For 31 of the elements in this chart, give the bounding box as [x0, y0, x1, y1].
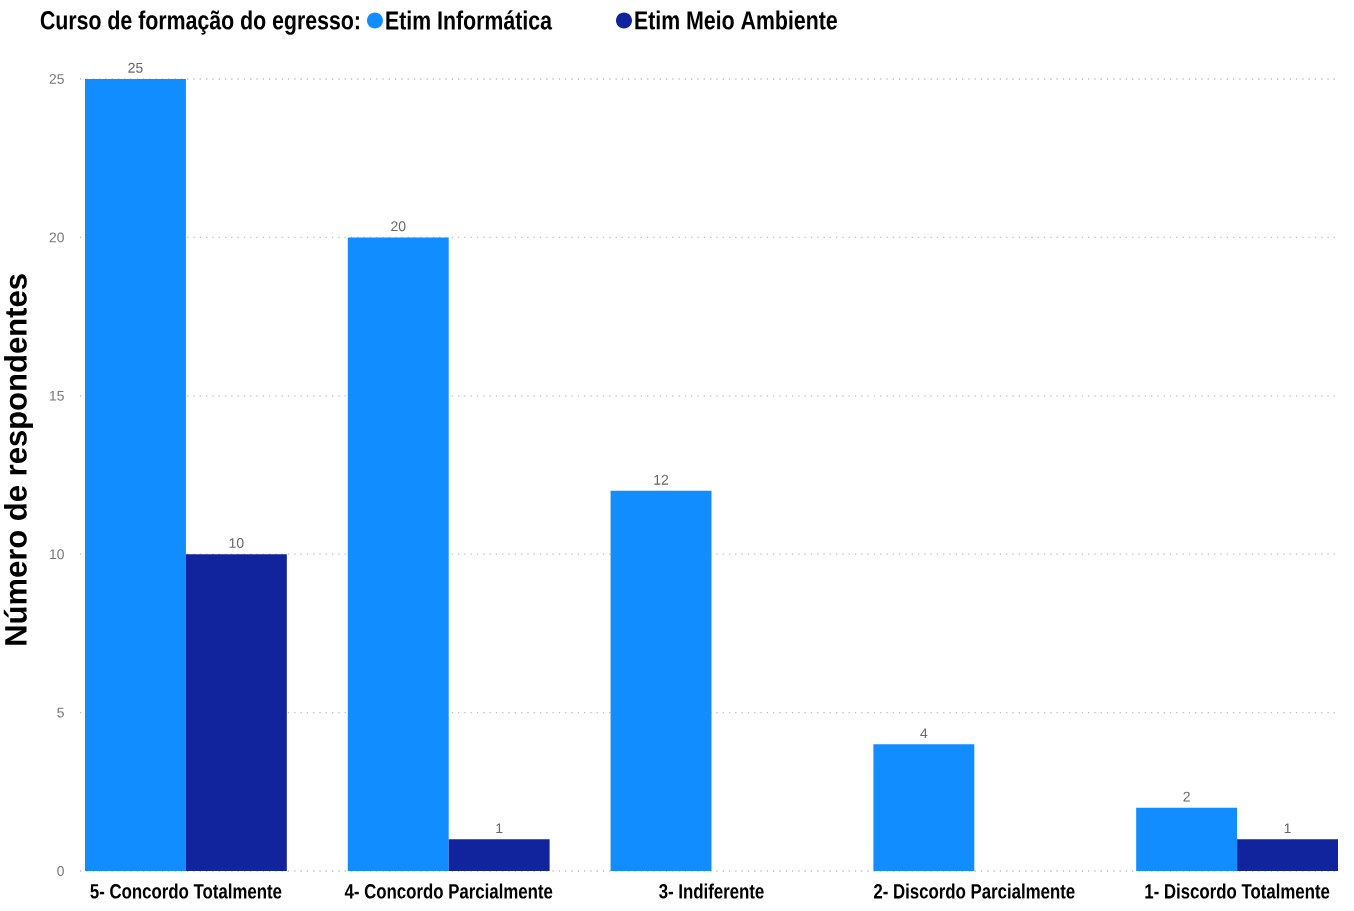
- y-tick-label: 5: [57, 707, 64, 718]
- bar: [185, 554, 287, 871]
- legend-title: Curso de formação do egresso:: [40, 10, 359, 35]
- y-tick-label: 10: [49, 549, 64, 560]
- y-tick-label: 0: [57, 866, 64, 876]
- data-label: 20: [391, 221, 406, 232]
- x-tick-label: 4- Concordo Parcialmente: [344, 883, 553, 899]
- y-tick-label: 15: [49, 390, 64, 401]
- data-label: 10: [229, 538, 244, 548]
- data-label: 1: [1284, 823, 1291, 834]
- x-tick-label: 2- Discordo Parcialmente: [873, 883, 1075, 899]
- data-label: 2: [1183, 791, 1190, 802]
- legend-label: Etim Meio Ambiente: [635, 10, 837, 30]
- x-tick-label: 3- Indiferente: [659, 883, 764, 899]
- bar: [1237, 839, 1339, 871]
- y-tick-label: 25: [49, 74, 64, 84]
- bar: [84, 78, 186, 871]
- data-label: 25: [128, 62, 143, 73]
- bar: [1136, 807, 1238, 871]
- data-label: 1: [496, 823, 503, 834]
- x-tick-label: 5- Concordo Totalmente: [90, 883, 282, 899]
- bar: [347, 237, 449, 871]
- y-tick-label: 20: [49, 232, 64, 243]
- bar: [448, 839, 550, 871]
- data-label: 12: [654, 474, 669, 485]
- bar: [610, 490, 712, 871]
- data-label: 4: [920, 728, 928, 739]
- x-tick-label: 1- Discordo Totalmente: [1145, 883, 1330, 899]
- legend-label: Etim Informática: [386, 10, 553, 30]
- bar: [873, 744, 975, 871]
- y-axis-title: Número de respondentes: [3, 274, 33, 645]
